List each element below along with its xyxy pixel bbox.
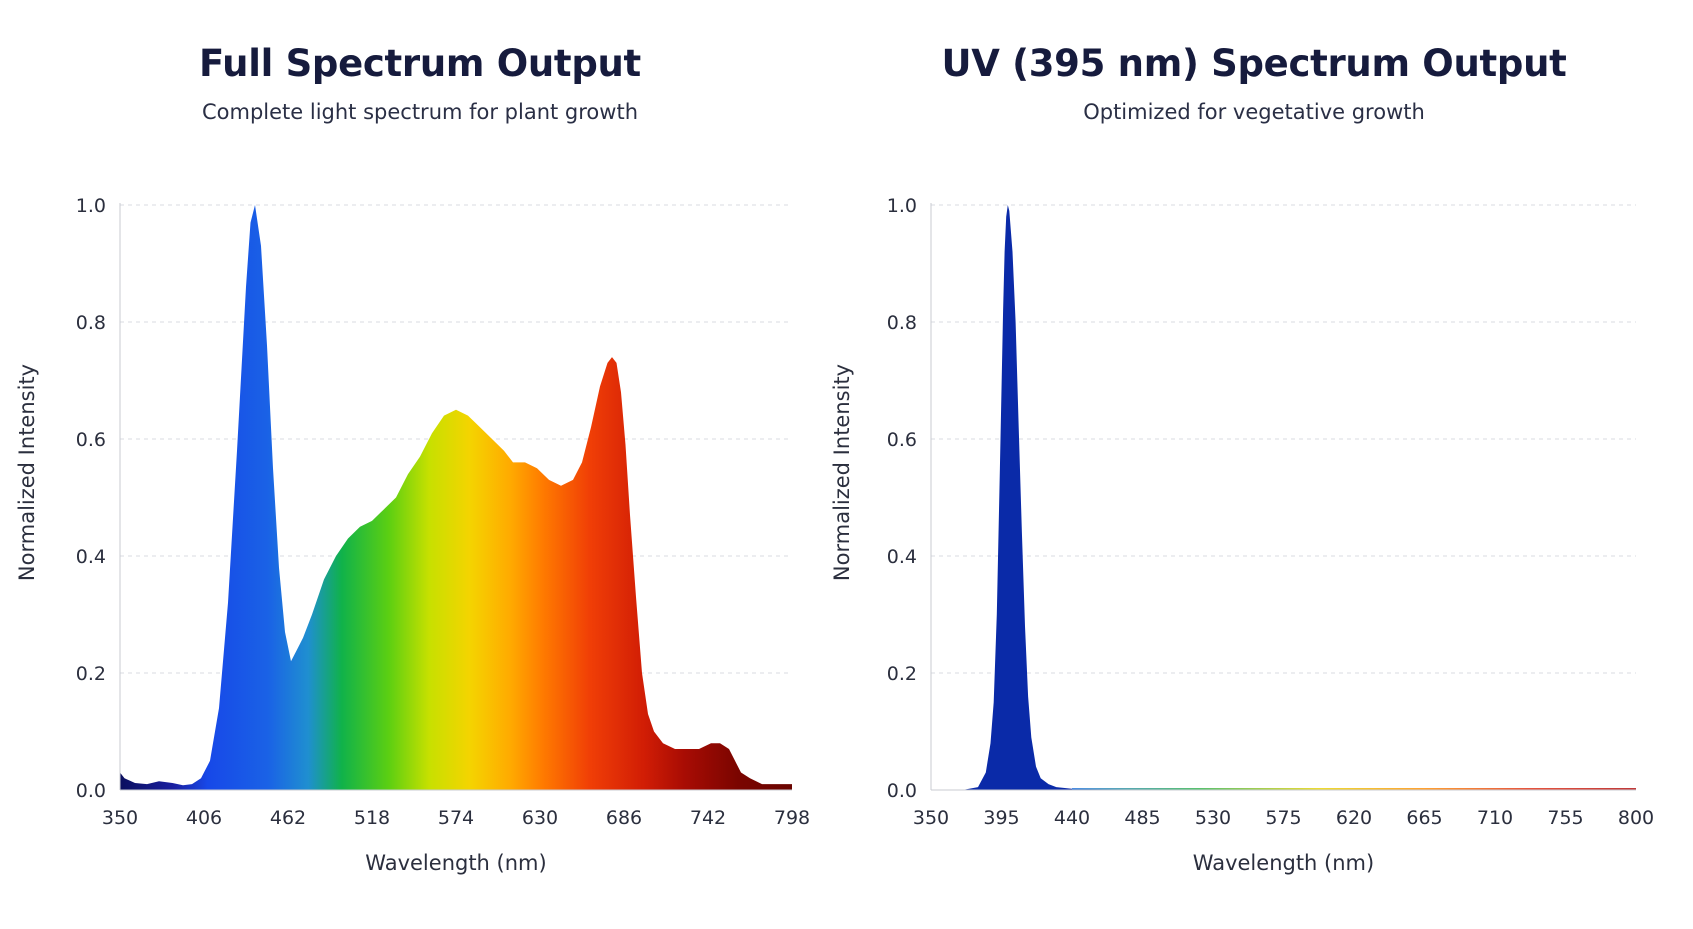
x-tick-label: 440 [1054, 807, 1090, 829]
y-tick-label: 0.0 [76, 780, 106, 802]
y-tick-label: 0.4 [887, 546, 917, 568]
y-tick-label: 0.8 [887, 312, 917, 334]
y-axis-label: Normalized Intensity [830, 364, 854, 581]
chart-subtitle: Optimized for vegetative growth [1083, 100, 1425, 124]
x-tick-label: 755 [1547, 807, 1583, 829]
spectrum-area [931, 205, 1636, 790]
y-tick-label: 0.0 [887, 780, 917, 802]
y-tick-label: 0.2 [887, 663, 917, 685]
spectrum-chart-uv: 0.0 0.2 0.4 0.6 0.8 1.0 350 395 440 485 530 575 620 6… [830, 195, 1654, 875]
x-tick-label: 350 [913, 807, 949, 829]
x-tick-label: 742 [690, 807, 726, 829]
x-tick-label: 518 [354, 807, 390, 829]
x-tick-label: 462 [270, 807, 306, 829]
y-tick-label: 0.4 [76, 546, 106, 568]
x-tick-label: 574 [438, 807, 474, 829]
x-tick-label: 575 [1265, 807, 1301, 829]
x-tick-label: 530 [1195, 807, 1231, 829]
x-tick-label: 395 [983, 807, 1019, 829]
x-tick-label: 620 [1336, 807, 1372, 829]
x-tick-label: 485 [1124, 807, 1160, 829]
x-tick-label: 800 [1618, 807, 1654, 829]
x-axis-label: Wavelength (nm) [1193, 851, 1374, 875]
y-tick-label: 1.0 [887, 195, 917, 217]
x-tick-label: 350 [102, 807, 138, 829]
x-tick-label: 665 [1406, 807, 1442, 829]
x-tick-label: 798 [774, 807, 810, 829]
x-tick-label: 630 [522, 807, 558, 829]
y-tick-label: 0.6 [887, 429, 917, 451]
chart-subtitle: Complete light spectrum for plant growth [201, 100, 639, 124]
chart-title: Full Spectrum Output [199, 42, 641, 85]
y-tick-label: 1.0 [76, 195, 106, 217]
spectrum-area [120, 205, 792, 790]
y-axis-label: Normalized Intensity [15, 364, 39, 581]
x-tick-label: 710 [1477, 807, 1513, 829]
y-tick-label: 0.6 [76, 429, 106, 451]
spectrum-chart-full: 0.0 0.2 0.4 0.6 0.8 1.0 350 406 462 518 574 630 686 7… [15, 195, 810, 875]
x-tick-label: 406 [186, 807, 222, 829]
chart-panel-full-spectrum: Full Spectrum Output Complete light spec… [0, 0, 840, 929]
y-tick-label: 0.8 [76, 312, 106, 334]
chart-panel-uv-spectrum: UV (395 nm) Spectrum Output Optimized fo… [815, 0, 1693, 929]
chart-title: UV (395 nm) Spectrum Output [941, 42, 1567, 85]
x-axis-label: Wavelength (nm) [365, 851, 546, 875]
x-tick-label: 686 [606, 807, 642, 829]
y-tick-label: 0.2 [76, 663, 106, 685]
